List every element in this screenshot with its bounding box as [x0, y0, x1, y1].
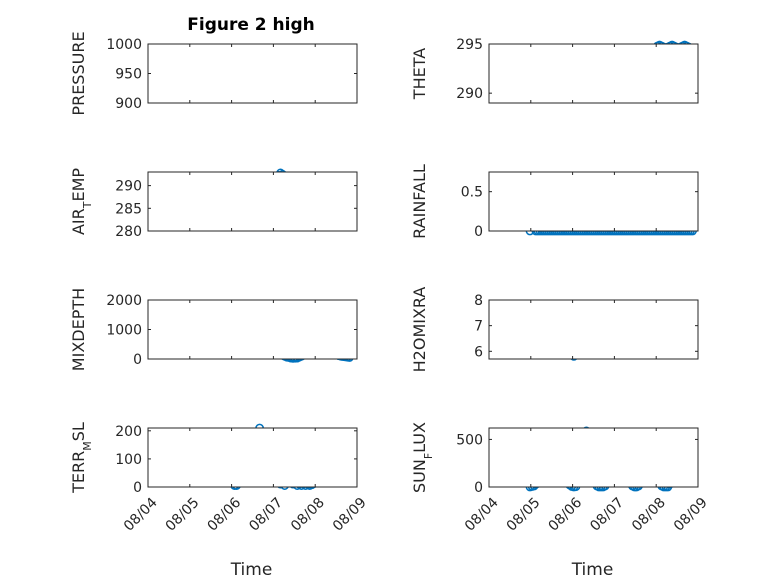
y-axis-label: MIXDEPTH [69, 288, 88, 371]
y-tick-label: 0 [474, 224, 483, 240]
x-tick-label: 08/09 [671, 495, 711, 535]
y-tick-label: 900 [115, 96, 142, 112]
x-tick-label: 08/07 [246, 495, 286, 535]
axes-frame [147, 299, 358, 360]
y-axis-label: PRESSURE [69, 31, 88, 115]
x-axis-label: Time [571, 560, 614, 580]
y-tick-label: 8 [474, 293, 483, 309]
x-axis-label: Time [230, 560, 273, 580]
panel-rainfall: 0 0.5 RAINFALL [410, 164, 699, 240]
y-tick-label: 200 [115, 424, 142, 440]
y-tick-label: 2000 [106, 293, 142, 309]
panel-terr_msl: 0 100 200 TERRMSL 08/04 08/05 08/06 08/07 08/08 0… [69, 422, 370, 580]
axes-frame [147, 171, 358, 232]
y-axis-label: SUNFLUX [410, 422, 435, 493]
y-tick-label: 0 [474, 480, 483, 496]
y-tick-label: 280 [115, 224, 142, 240]
y-tick-label: 0.5 [461, 185, 483, 201]
y-tick-label: 290 [456, 86, 483, 102]
y-tick-label: 0 [133, 352, 142, 368]
y-tick-label: 285 [115, 201, 142, 217]
x-tick-label: 08/04 [462, 495, 502, 535]
panel-mixdepth: 0 1000 2000 MIXDEPTH [69, 288, 358, 371]
y-tick-label: 500 [456, 432, 483, 448]
x-tick-label: 08/08 [288, 495, 328, 535]
x-tick-label: 08/08 [629, 495, 669, 535]
chart-title: Figure 2 high [187, 15, 315, 35]
y-axis-label: AIRTEMP [69, 168, 94, 235]
y-tick-label: 295 [456, 37, 483, 53]
x-tick-label: 08/07 [587, 495, 627, 535]
y-tick-label: 950 [115, 67, 142, 83]
axes-frame [488, 427, 699, 488]
y-tick-label: 6 [474, 344, 483, 360]
y-axis-label: TERRMSL [69, 422, 94, 494]
axes-frame [147, 43, 358, 104]
axes-frame [488, 299, 699, 360]
panel-theta: 290 295 THETA [410, 37, 699, 104]
x-tick-label: 08/05 [163, 495, 203, 535]
axes-frame [488, 43, 699, 104]
panel-h2omixra: 6 7 8 H2OMIXRA [410, 287, 699, 373]
y-tick-label: 7 [474, 319, 483, 335]
x-tick-label: 08/05 [504, 495, 544, 535]
panel-pressure: 900 950 1000 PRESSURE [69, 31, 358, 116]
y-tick-label: 1000 [106, 37, 142, 53]
x-tick-label: 08/04 [121, 495, 161, 535]
y-axis-label: H2OMIXRA [410, 287, 429, 373]
x-tick-label: 08/06 [545, 495, 585, 535]
y-tick-label: 100 [115, 452, 142, 468]
y-axis-label: RAINFALL [410, 164, 429, 239]
panel-sun_flux: 0 500 SUNFLUX 08/04 08/05 08/06 08/07 08/08 08/0… [410, 422, 711, 580]
y-tick-label: 290 [115, 179, 142, 195]
panel-air_temp: 280 285 290 AIRTEMP [69, 168, 358, 240]
y-tick-label: 1000 [106, 323, 142, 339]
axes-frame [147, 427, 358, 488]
axes-frame [488, 171, 699, 232]
x-tick-label: 08/06 [204, 495, 244, 535]
y-axis-label: THETA [410, 48, 429, 100]
y-tick-label: 0 [133, 480, 142, 496]
x-tick-label: 08/09 [330, 495, 370, 535]
